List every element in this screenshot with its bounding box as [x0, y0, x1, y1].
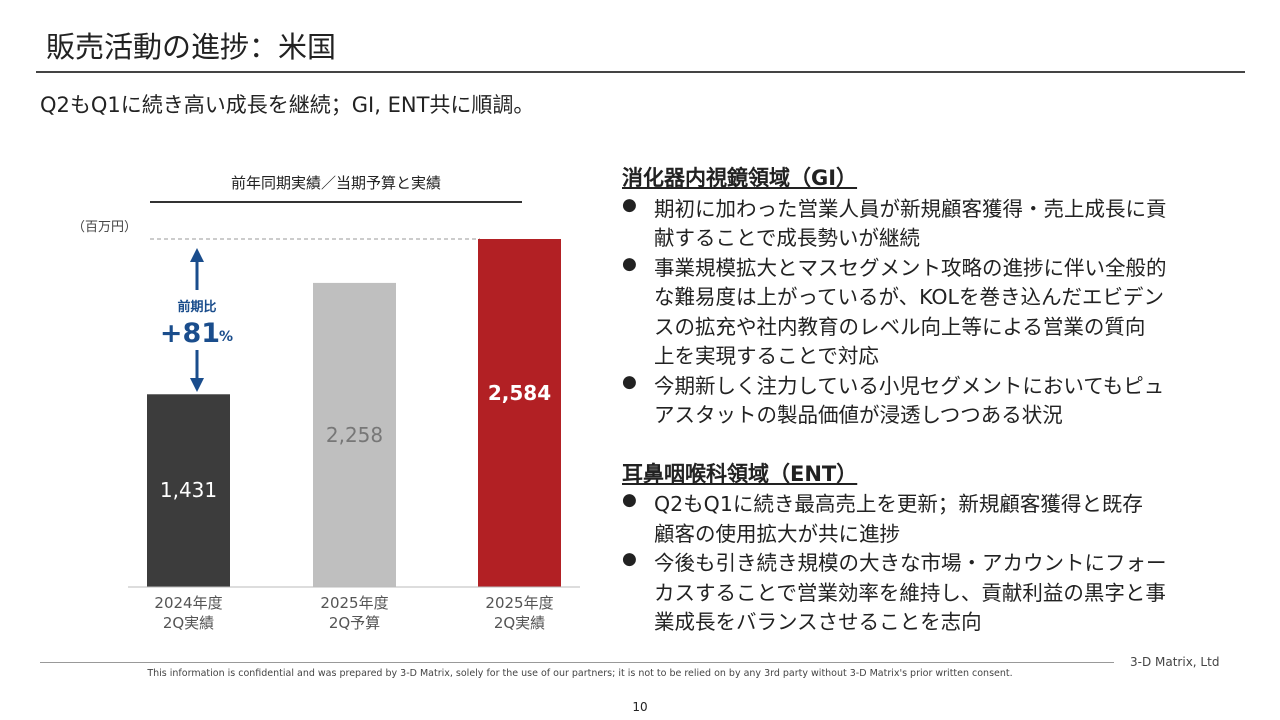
bullet-icon: ●: [622, 490, 637, 510]
bullet-text: 事業規模拡大とマスセグメント攻略の進捗に伴い全般的: [654, 255, 1167, 280]
bullet-text: Q2もQ1に続き最高売上を更新；新規顧客獲得と既存: [654, 492, 1143, 516]
chart-title: 前年同期実績／当期予算と実績: [230, 174, 441, 192]
bullet-icon: ●: [622, 194, 637, 215]
arrow-up-icon: [190, 248, 204, 262]
x-tick-label: 2025年度: [320, 594, 388, 612]
growth-label: 前期比: [177, 299, 216, 315]
subtitle: Q2もQ1に続き高い成長を継続；GI, ENT共に順調。: [40, 93, 535, 117]
bar-1: [147, 394, 230, 587]
bullet-text: 顧客の使用拡大が共に進捗: [654, 521, 900, 546]
company-name: 3-D Matrix, Ltd: [1130, 655, 1220, 669]
bar-value-label: 2,584: [488, 381, 551, 405]
bullet-text: 上を実現することで対応: [654, 344, 879, 368]
bullet-text: 献することで成長勢いが継続: [654, 226, 920, 250]
footer-divider: [40, 662, 1114, 663]
bullet-icon: ●: [622, 253, 637, 274]
bullet-text: 期初に加わった営業人員が新規顧客獲得・売上成長に貢: [654, 196, 1167, 221]
x-tick-label: 2Q実績: [163, 614, 214, 632]
bullet-text: カスすることで営業効率を維持し、貢献利益の黒字と事: [654, 580, 1166, 605]
x-tick-label: 2025年度: [485, 594, 553, 612]
bar-chart: 1,431 2024年度 2Q実績 2,258 2025年度 2Q予算 2,584 2025年…: [128, 238, 580, 632]
bullet-text: スの拡充や社内教育のレベル向上等による営業の質向: [654, 314, 1146, 339]
bar-2: [313, 282, 396, 587]
bullet-text: 今後も引き続き規模の大きな市場・アカウントにフォー: [654, 551, 1167, 575]
bar-value-label: 2,258: [326, 423, 383, 447]
bullet-text: 今期新しく注力している小児セグメントにおいてもピュ: [654, 373, 1165, 398]
bullet-text: 業成長をバランスさせることを志向: [654, 610, 982, 634]
section-heading: 消化器内視鏡領域（GI）: [622, 166, 858, 190]
arrow-down-icon: [190, 378, 204, 392]
bar-3: [478, 239, 561, 587]
section-heading: 耳鼻咽喉科領域（ENT）: [622, 461, 858, 486]
title-divider: [36, 71, 1245, 73]
x-tick-label: 2Q実績: [494, 614, 545, 632]
x-tick-label: 2024年度: [154, 594, 222, 612]
growth-value: +81: [160, 318, 220, 349]
bullet-icon: ●: [622, 549, 637, 569]
bullet-icon: ●: [622, 371, 637, 392]
page-title: 販売活動の進捗：米国: [46, 30, 337, 64]
bullet-text: な難易度は上がっているが、KOLを巻き込んだエビデン: [654, 285, 1164, 309]
bullet-text: アスタットの製品価値が浸透しつつある状況: [654, 403, 1063, 427]
y-axis-unit: （百万円）: [72, 220, 138, 235]
chart-title-divider: [150, 201, 522, 203]
x-tick-label: 2Q予算: [329, 614, 380, 632]
disclaimer: This information is confidential and was…: [147, 668, 1013, 679]
bar-value-label: 1,431: [160, 478, 217, 502]
growth-unit: %: [219, 329, 233, 345]
page-number: 10: [632, 700, 648, 714]
